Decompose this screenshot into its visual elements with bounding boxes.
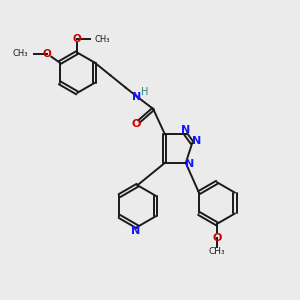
Text: CH₃: CH₃	[94, 34, 110, 43]
Text: N: N	[185, 159, 194, 170]
Text: N: N	[182, 125, 191, 135]
Text: H: H	[141, 87, 148, 97]
Text: CH₃: CH₃	[13, 49, 28, 58]
Text: N: N	[131, 226, 141, 236]
Text: N: N	[192, 136, 201, 146]
Text: N: N	[132, 92, 142, 101]
Text: O: O	[131, 119, 141, 129]
Text: O: O	[212, 232, 222, 242]
Text: CH₃: CH₃	[208, 247, 225, 256]
Text: O: O	[43, 49, 52, 59]
Text: O: O	[73, 34, 82, 44]
